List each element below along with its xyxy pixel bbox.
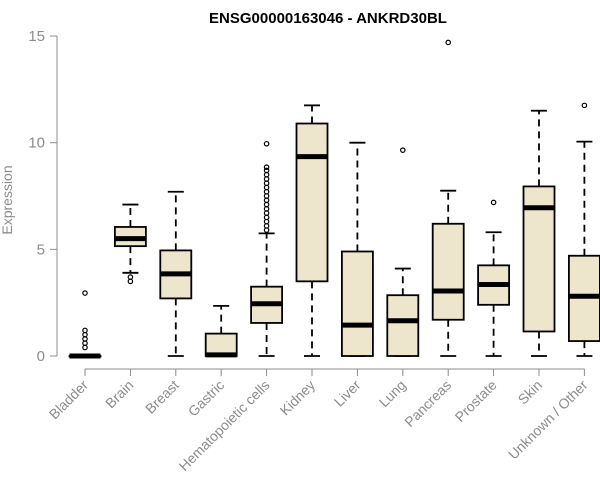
x-tick-label-8: Pancreas [401,377,454,430]
outlier-point [399,147,406,153]
x-tick-label-7: Lung [376,377,409,410]
box-11 [568,102,600,357]
x-tick-label-0: Bladder [46,377,92,423]
x-tick-label-3: Gastric [185,377,228,420]
y-tick-label-1: 5 [37,241,45,258]
chart-title: ENSG00000163046 - ANKRD30BL [209,10,447,27]
y-axis-label: Expression [0,165,15,234]
box-10 [522,109,556,357]
box-4 [250,140,284,357]
x-tick-label-6: Liver [331,377,364,410]
box-7 [386,147,420,357]
outlier-point [490,199,497,206]
box-body [295,122,329,283]
box-3 [204,304,238,358]
plot-area [68,39,600,359]
box-body [522,185,556,333]
box-5 [295,104,329,357]
y-tick-label-2: 10 [28,135,45,152]
box-2 [159,190,193,357]
y-tick-label-0: 0 [37,348,45,365]
outlier-point [445,39,452,46]
outlier-point [82,290,88,296]
x-tick-label-4: Hematopoietic cells [176,377,273,474]
x-tick-label-9: Prostate [452,377,500,425]
outlier-point [82,327,88,334]
outlier-point [263,164,270,171]
box-0 [68,290,102,359]
y-axis: 0 5 10 15 [28,28,58,365]
outlier-point [263,140,270,147]
box-9 [477,199,511,357]
x-tick-label-10: Skin [515,377,546,408]
box-body [431,222,465,321]
outlier-point [263,167,270,174]
x-tick-label-5: Kidney [277,377,319,419]
box-6 [340,141,374,357]
box-body [340,250,374,357]
outlier-point [581,102,588,109]
y-tick-label-3: 15 [28,28,45,45]
x-tick-label-11: Unknown / Other [505,377,591,463]
box-8 [431,39,465,357]
x-tick-label-2: Breast [142,377,182,417]
box-body [386,294,420,357]
box-1 [114,203,147,285]
x-tick-label-1: Brain [102,377,136,411]
outlier-point [127,274,134,280]
